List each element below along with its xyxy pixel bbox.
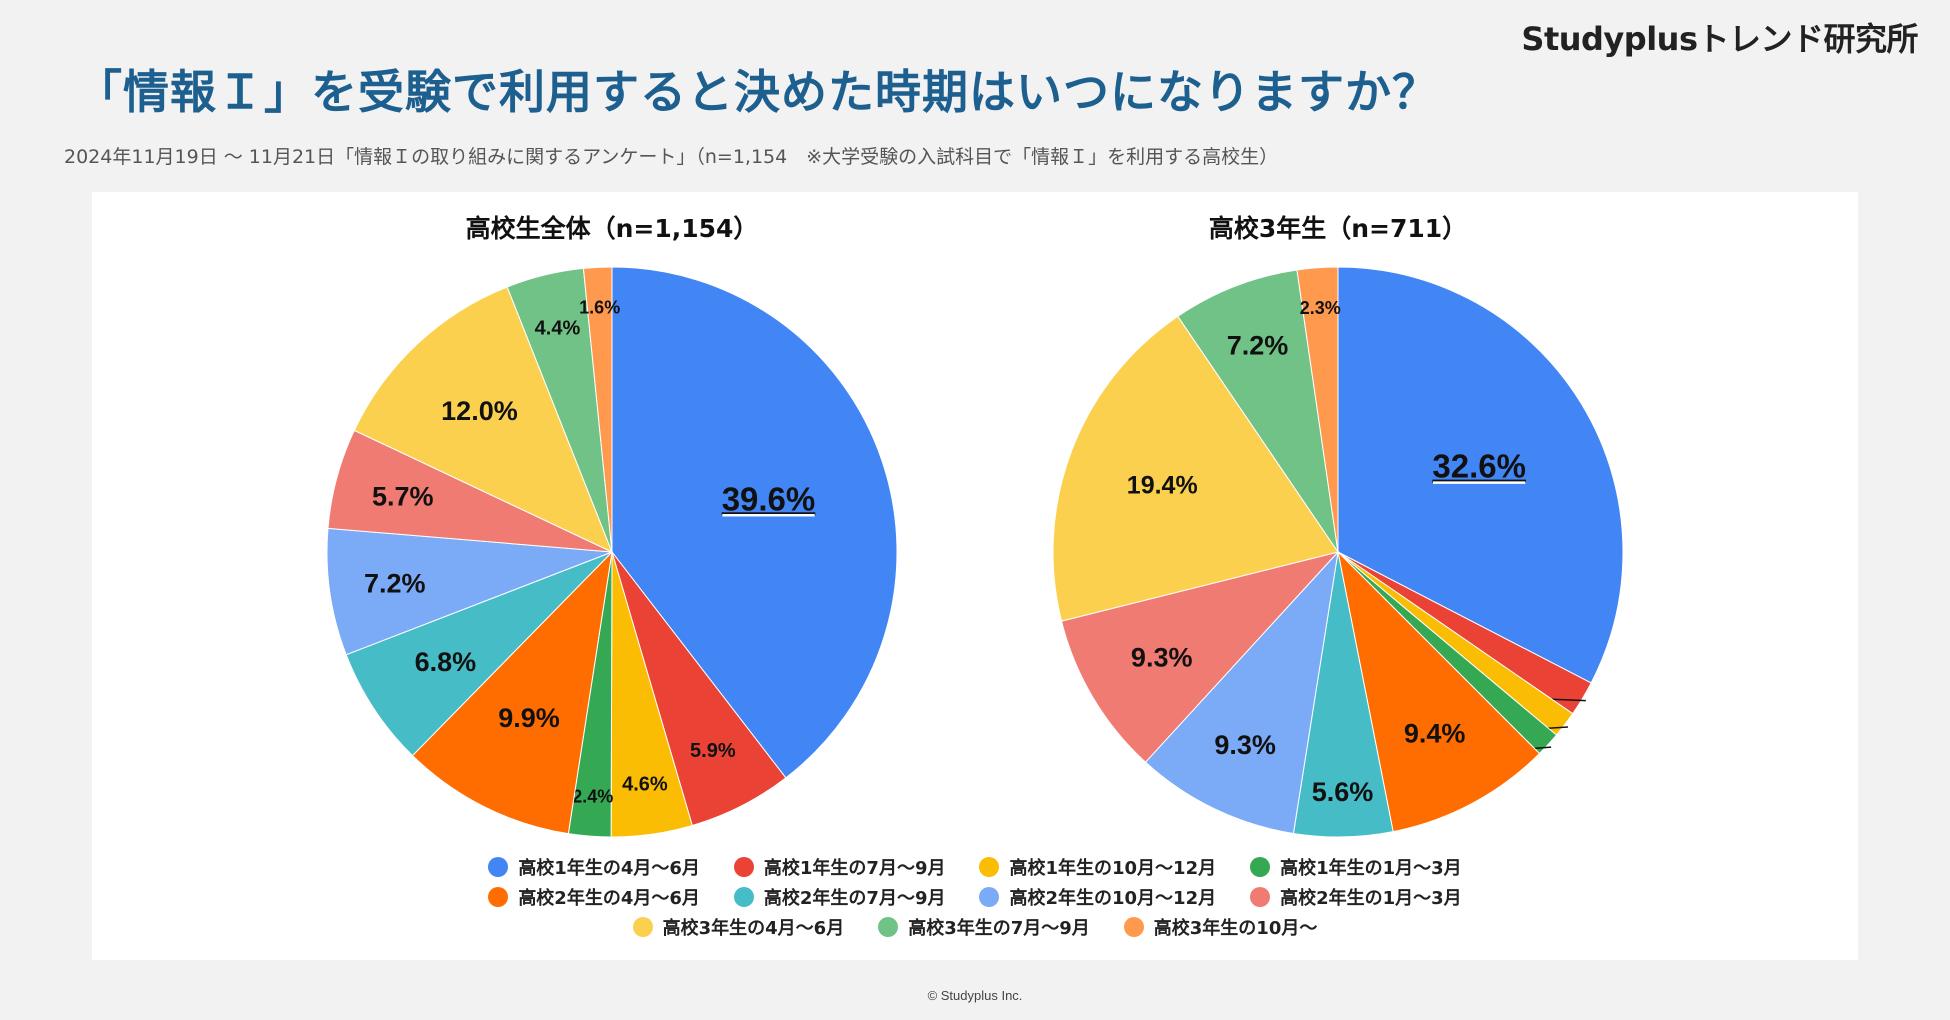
legend-label: 高校1年生の4月～6月 xyxy=(518,858,700,879)
legend-item: 高校2年生の10月～12月 xyxy=(979,884,1216,910)
legend-item: 高校3年生の7月～9月 xyxy=(878,914,1090,940)
legend-color-swatch xyxy=(878,917,899,937)
legend-label: 高校3年生の10月～ xyxy=(1153,918,1318,939)
chart-panel: 高校生全体（n=1,154） 39.6% 5.9% 4.6% 2.4% 9.9% 6.8% 7… xyxy=(92,192,1858,960)
legend-label: 高校1年生の1月～3月 xyxy=(1280,858,1462,879)
legend-label: 高校2年生の7月～9月 xyxy=(763,888,946,909)
legend-item: 高校3年生の10月～ xyxy=(1123,914,1318,940)
data-label: 9.3% xyxy=(1214,730,1276,760)
legend-color-swatch xyxy=(488,887,509,907)
legend-item: 高校2年生の1月～3月 xyxy=(1250,884,1462,910)
legend-color-swatch xyxy=(733,887,754,907)
chart-title: 高校生全体（n=1,154） xyxy=(466,214,759,243)
pie-slice xyxy=(1177,269,1339,553)
data-label: 9.9% xyxy=(498,703,560,733)
legend-color-swatch xyxy=(979,857,1000,877)
legend-label: 高校2年生の4月～6月 xyxy=(518,888,700,909)
legend-item: 高校2年生の4月～6月 xyxy=(488,884,700,910)
chart-legend: 高校1年生の4月～6月 高校1年生の7月～9月 高校1年生の10月～12月 高校1年生… xyxy=(92,852,1858,942)
legend-item: 高校1年生の7月～9月 xyxy=(733,854,946,880)
survey-subtitle: 2024年11月19日 ～ 11月21日「情報Ｉの取り組みに関するアンケート」（… xyxy=(64,146,1279,168)
legend-color-swatch xyxy=(1123,917,1144,937)
pie-slice xyxy=(1144,550,1339,835)
pie-chart-1: 高校生全体（n=1,154） 39.6% 5.9% 4.6% 2.4% 9.9% 6.8% 7… xyxy=(326,214,898,838)
data-label: 9.4% xyxy=(1404,718,1466,748)
pie-slice xyxy=(353,286,613,553)
pie-slice xyxy=(1052,315,1339,622)
legend-item: 高校3年生の4月～6月 xyxy=(632,914,845,940)
data-label: 5.9% xyxy=(690,740,736,762)
pie-charts: 高校生全体（n=1,154） 39.6% 5.9% 4.6% 2.4% 9.9% 6.8% 7… xyxy=(326,214,1624,838)
data-label: 7.2% xyxy=(364,569,426,599)
data-label: 7.2% xyxy=(1227,330,1289,360)
legend-item: 高校1年生の4月～6月 xyxy=(488,854,700,880)
legend-label: 高校3年生の7月～9月 xyxy=(908,918,1090,939)
data-label: 1.6% xyxy=(579,298,620,318)
legend-color-swatch xyxy=(1250,857,1271,877)
data-label: 32.6% xyxy=(1432,448,1526,485)
data-label: 2.4% xyxy=(572,787,613,807)
legend-item: 高校1年生の1月～3月 xyxy=(1250,854,1462,880)
brand-logo: Studyplusトレンド研究所 xyxy=(1521,20,1918,58)
legend-label: 高校2年生の1月～3月 xyxy=(1280,888,1462,909)
copyright: © Studyplus Inc. xyxy=(927,988,1023,1003)
data-label: 19.4% xyxy=(1127,472,1198,500)
legend-color-swatch xyxy=(979,887,1000,907)
pie-slice xyxy=(1296,266,1339,553)
data-label: 39.6% xyxy=(722,480,816,517)
page-title: 「情報Ｉ」を受験で利用すると決めた時期はいつになりますか？ xyxy=(76,65,1439,119)
pie-slice xyxy=(611,266,898,779)
data-label: 4.6% xyxy=(622,773,668,795)
data-label: 4.4% xyxy=(535,318,581,340)
pie-slice xyxy=(1337,550,1541,833)
data-label: 12.0% xyxy=(441,396,518,426)
legend-color-swatch xyxy=(488,857,509,877)
data-label: 9.3% xyxy=(1131,642,1193,672)
legend-label: 高校2年生の10月～12月 xyxy=(1009,888,1217,909)
legend-item: 高校1年生の10月～12月 xyxy=(979,854,1216,880)
data-label: 2.3% xyxy=(1300,298,1341,318)
data-label: 6.8% xyxy=(415,647,477,677)
legend-row: 高校3年生の4月～6月 高校3年生の7月～9月 高校3年生の10月～ xyxy=(92,912,1858,942)
pie-slice xyxy=(1060,551,1340,763)
legend-color-swatch xyxy=(733,857,754,877)
legend-label: 高校3年生の4月～6月 xyxy=(662,918,845,939)
data-label: 5.6% xyxy=(1312,777,1374,807)
pie-slice xyxy=(1337,266,1624,684)
data-label: 5.7% xyxy=(372,481,434,511)
legend-label: 高校1年生の10月～12月 xyxy=(1009,858,1217,879)
legend-label: 高校1年生の7月～9月 xyxy=(763,858,946,879)
pie-chart-2: 高校3年生（n=711）32.6%2.0%1.5%1.4%9.4%5.6%9.3… xyxy=(1052,214,1624,838)
legend-color-swatch xyxy=(1250,887,1271,907)
pie-slice xyxy=(582,266,613,553)
legend-item: 高校2年生の7月～9月 xyxy=(733,884,946,910)
legend-row: 高校1年生の4月～6月 高校1年生の7月～9月 高校1年生の10月～12月 高校1年生… xyxy=(92,852,1858,882)
pie-slice xyxy=(411,550,613,835)
legend-row: 高校2年生の4月～6月 高校2年生の7月～9月 高校2年生の10月～12月 高校2年生… xyxy=(92,882,1858,912)
pie-slice xyxy=(326,527,613,656)
chart-title: 高校3年生（n=711） xyxy=(1209,214,1467,243)
pie-slice xyxy=(345,551,613,757)
legend-color-swatch xyxy=(632,917,653,937)
